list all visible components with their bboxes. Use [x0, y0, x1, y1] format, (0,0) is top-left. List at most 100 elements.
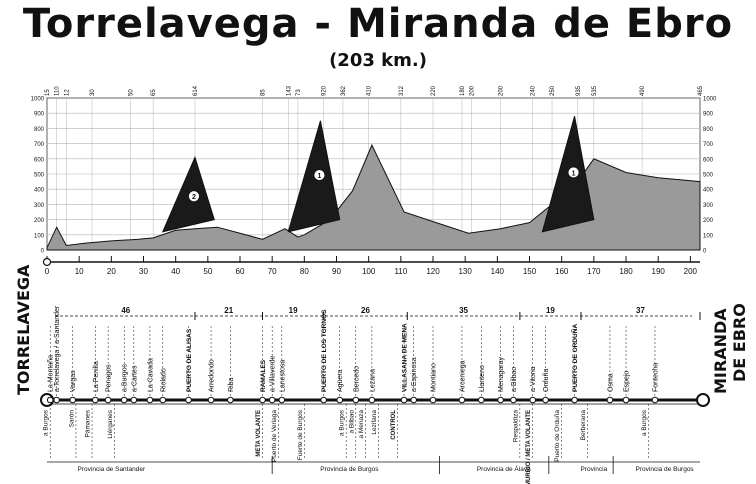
pass-category-marker [313, 169, 326, 181]
town-marker [510, 396, 517, 404]
town-marker [185, 396, 192, 404]
y-tick-label-right: 0 [703, 249, 707, 255]
town-marker [429, 396, 437, 404]
place-label-above: Arceniega [459, 360, 466, 392]
page-title: Torrelavega - Miranda de Ebro [22, 1, 734, 47]
place-label-above: PUERTO DE ORDUÑA [570, 324, 579, 392]
pass-category-label: 1 [572, 170, 576, 177]
y-tick-label-right: 400 [703, 188, 714, 194]
province-label: Provincia de Burgos [636, 466, 695, 473]
altitude-label: 920 [322, 85, 328, 96]
place-label-above: a Bilbao [511, 367, 518, 392]
y-tick-label-left: 400 [34, 188, 45, 194]
place-label-above: PUERTO DE ALISAS [186, 328, 193, 392]
town-marker [146, 396, 154, 404]
altitude-label: 312 [399, 85, 405, 96]
place-label-below: Respaldiza [512, 410, 519, 443]
km-tick-label: 70 [268, 267, 277, 276]
place-label-below: Puerto de Orduña [554, 410, 561, 462]
elevation-area [46, 143, 701, 251]
town-marker [622, 396, 630, 404]
altitude-label: 73 [296, 89, 302, 96]
place-label-above: PUERTO DE LOS TORNOS [321, 309, 328, 392]
pass-category-marker [188, 190, 200, 203]
town-marker [104, 396, 112, 404]
segment-distance: 37 [636, 306, 645, 315]
segment-distance: 46 [121, 306, 130, 315]
place-label-above: Bercedo [353, 366, 360, 392]
place-label-above: Penagos [106, 364, 113, 392]
place-label-above: Lanestosa [279, 360, 286, 392]
town-marker [497, 396, 504, 404]
km-tick-label: 120 [426, 267, 440, 276]
km-tick-label: 60 [236, 267, 245, 276]
km-tick-label: 0 [45, 267, 50, 276]
y-tick-label-right: 600 [703, 157, 714, 163]
km-tick-label: 200 [684, 267, 698, 276]
route-end-circle [696, 393, 710, 407]
km-tick-label: 100 [362, 267, 376, 276]
place-label-below: a Menaza [358, 410, 365, 439]
place-label-above: Arredondo [209, 359, 216, 392]
place-label-above: Riba [228, 377, 235, 392]
province-label: Provincia de Álava [477, 464, 531, 473]
place-label-above: Espejo [624, 370, 631, 392]
town-marker [227, 396, 234, 404]
km-tick-label: 130 [458, 267, 472, 276]
town-marker [368, 396, 376, 404]
town-marker [529, 396, 537, 404]
place-label-above: a Torrelavega / a Santander [54, 305, 61, 392]
place-label-below: Berberana [580, 410, 587, 441]
place-label-above: Llanteno [479, 365, 486, 392]
place-label-below: Puerto de Verlaga [271, 410, 278, 462]
km-tick-label: 20 [107, 267, 116, 276]
place-label-above: Riolado [160, 368, 167, 392]
altitude-label: 200 [470, 85, 476, 96]
town-marker [207, 396, 215, 404]
place-label-below: META VOLANTE [256, 410, 262, 457]
end-town-label-2: DE EBRO [730, 303, 749, 382]
province-label: Provincia de Burgos [320, 466, 379, 473]
altitude-label: 410 [367, 85, 373, 96]
town-marker [410, 396, 418, 404]
altitude-label: 65 [151, 89, 157, 96]
town-marker [91, 396, 99, 404]
y-tick-label-right: 800 [703, 127, 714, 133]
place-label-above: Menagaray [498, 356, 505, 392]
place-label-below: a Burgos [339, 409, 346, 436]
town-marker [46, 396, 54, 404]
altitude-label: 12 [64, 89, 70, 96]
town-marker [352, 396, 360, 404]
km-tick-label: 30 [139, 267, 148, 276]
km-tick-label: 40 [171, 267, 180, 276]
end-town-label-1: MIRANDA [711, 308, 730, 394]
y-tick-label-right: 1000 [703, 97, 717, 103]
altitude-label: 250 [550, 85, 556, 96]
altitude-label: 30 [90, 89, 96, 96]
km-tick-label: 10 [75, 267, 84, 276]
town-marker [69, 396, 77, 404]
place-label-above: Orduña [543, 369, 550, 392]
segment-distance: 21 [224, 306, 233, 315]
altitude-label: 180 [460, 85, 466, 96]
y-tick-label-left: 200 [34, 218, 45, 224]
y-tick-label-left: 300 [34, 203, 45, 209]
place-label-below: Pámanes [85, 409, 92, 437]
km-tick-label: 140 [491, 267, 505, 276]
altitude-label: 110 [55, 86, 61, 96]
place-label-above: a Espinosa [411, 357, 418, 392]
altitude-label: 240 [531, 85, 537, 96]
town-marker [53, 396, 60, 404]
y-tick-label-left: 500 [34, 173, 45, 179]
km-tick-label: 90 [332, 267, 341, 276]
km-tick-label: 50 [203, 267, 212, 276]
y-tick-label-left: 1000 [31, 97, 45, 103]
altitude-label: 535 [592, 85, 598, 96]
altitude-label: 490 [640, 85, 646, 96]
town-marker [159, 396, 167, 404]
altitude-label: 614 [193, 85, 199, 96]
province-label: Provincia [580, 466, 607, 473]
segment-distance: 19 [289, 306, 298, 315]
place-label-above: VILLASANA DE MENA [402, 323, 409, 392]
town-marker [259, 396, 266, 404]
